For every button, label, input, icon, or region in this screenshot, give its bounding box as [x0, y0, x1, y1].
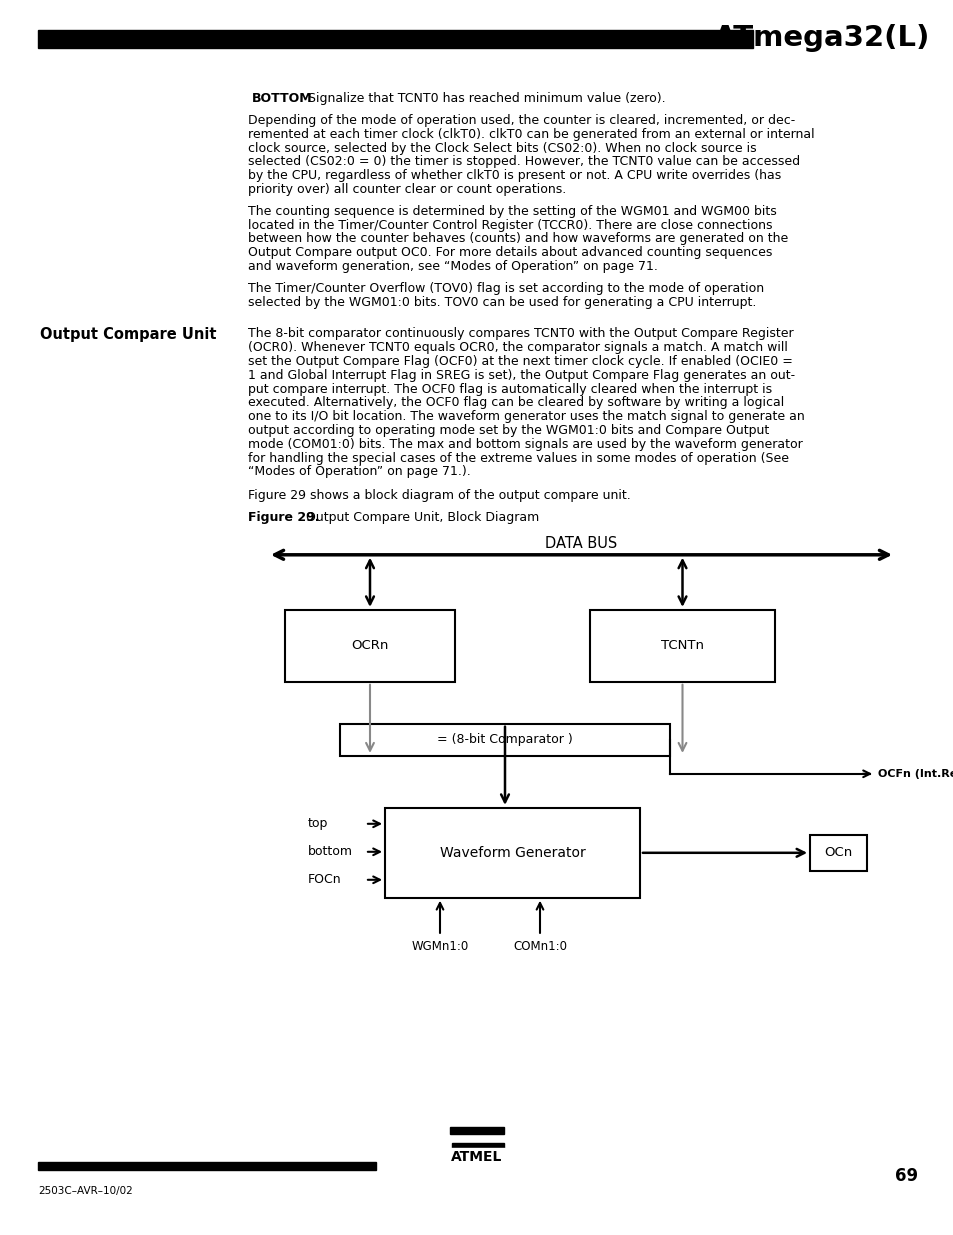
Text: Signalize that TCNT0 has reached minimum value (zero).: Signalize that TCNT0 has reached minimum… — [308, 91, 665, 105]
Text: by the CPU, regardless of whether clkT0 is present or not. A CPU write overrides: by the CPU, regardless of whether clkT0 … — [248, 169, 781, 183]
Bar — [339, 724, 669, 756]
Text: The 8-bit comparator continuously compares TCNT0 with the Output Compare Registe: The 8-bit comparator continuously compar… — [248, 327, 793, 341]
Text: Output Compare Unit, Block Diagram: Output Compare Unit, Block Diagram — [306, 511, 538, 524]
Text: 69: 69 — [894, 1167, 917, 1186]
Bar — [385, 808, 639, 898]
Text: between how the counter behaves (counts) and how waveforms are generated on the: between how the counter behaves (counts)… — [248, 232, 787, 246]
Text: Depending of the mode of operation used, the counter is cleared, incremented, or: Depending of the mode of operation used,… — [248, 114, 795, 127]
Text: top: top — [308, 818, 328, 830]
Text: OCFn (Int.Req.): OCFn (Int.Req.) — [877, 769, 953, 779]
Text: selected (CS02:0 = 0) the timer is stopped. However, the TCNT0 value can be acce: selected (CS02:0 = 0) the timer is stopp… — [248, 156, 800, 168]
Bar — [452, 1144, 503, 1149]
Text: 2503C–AVR–10/02: 2503C–AVR–10/02 — [38, 1186, 132, 1195]
Bar — [38, 1162, 375, 1170]
Text: Figure 29 shows a block diagram of the output compare unit.: Figure 29 shows a block diagram of the o… — [248, 489, 630, 503]
Text: OCRn: OCRn — [351, 640, 388, 652]
Text: set the Output Compare Flag (OCF0) at the next timer clock cycle. If enabled (OC: set the Output Compare Flag (OCF0) at th… — [248, 354, 792, 368]
Text: Output Compare Unit: Output Compare Unit — [40, 327, 216, 342]
Text: one to its I/O bit location. The waveform generator uses the match signal to gen: one to its I/O bit location. The wavefor… — [248, 410, 804, 424]
Text: put compare interrupt. The OCF0 flag is automatically cleared when the interrupt: put compare interrupt. The OCF0 flag is … — [248, 383, 771, 395]
Bar — [38, 30, 752, 48]
Bar — [809, 835, 866, 871]
Text: FOCn: FOCn — [308, 873, 341, 887]
Text: BOTTOM: BOTTOM — [252, 91, 313, 105]
Text: output according to operating mode set by the WGM01:0 bits and Compare Output: output according to operating mode set b… — [248, 424, 768, 437]
Text: DATA BUS: DATA BUS — [545, 536, 617, 551]
Bar — [450, 1158, 503, 1165]
Text: 1 and Global Interrupt Flag in SREG is set), the Output Compare Flag generates a: 1 and Global Interrupt Flag in SREG is s… — [248, 369, 794, 382]
Text: mode (COM01:0) bits. The max and bottom signals are used by the waveform generat: mode (COM01:0) bits. The max and bottom … — [248, 437, 801, 451]
Text: selected by the WGM01:0 bits. TOV0 can be used for generating a CPU interrupt.: selected by the WGM01:0 bits. TOV0 can b… — [248, 295, 756, 309]
Text: executed. Alternatively, the OCF0 flag can be cleared by software by writing a l: executed. Alternatively, the OCF0 flag c… — [248, 396, 783, 409]
Bar — [450, 1128, 503, 1134]
Bar — [589, 610, 774, 682]
Text: TCNTn: TCNTn — [660, 640, 703, 652]
Text: ATmega32(L): ATmega32(L) — [713, 23, 929, 52]
Text: Figure 29.: Figure 29. — [248, 511, 319, 524]
Text: The counting sequence is determined by the setting of the WGM01 and WGM00 bits: The counting sequence is determined by t… — [248, 205, 776, 217]
Text: located in the Timer/Counter Control Register (TCCR0). There are close connectio: located in the Timer/Counter Control Reg… — [248, 219, 772, 232]
Text: The Timer/Counter Overflow (TOV0) flag is set according to the mode of operation: The Timer/Counter Overflow (TOV0) flag i… — [248, 282, 763, 295]
Text: (OCR0). Whenever TCNT0 equals OCR0, the comparator signals a match. A match will: (OCR0). Whenever TCNT0 equals OCR0, the … — [248, 341, 787, 354]
Text: remented at each timer clock (clkT0). clkT0 can be generated from an external or: remented at each timer clock (clkT0). cl… — [248, 127, 814, 141]
Text: ATMEL: ATMEL — [451, 1150, 502, 1165]
Bar — [285, 610, 455, 682]
Text: “Modes of Operation” on page 71.).: “Modes of Operation” on page 71.). — [248, 466, 470, 478]
Text: Output Compare output OC0. For more details about advanced counting sequences: Output Compare output OC0. For more deta… — [248, 246, 772, 259]
Text: and waveform generation, see “Modes of Operation” on page 71.: and waveform generation, see “Modes of O… — [248, 261, 658, 273]
Text: clock source, selected by the Clock Select bits (CS02:0). When no clock source i: clock source, selected by the Clock Sele… — [248, 142, 756, 154]
Text: OCn: OCn — [823, 846, 852, 860]
Text: priority over) all counter clear or count operations.: priority over) all counter clear or coun… — [248, 183, 566, 196]
Text: bottom: bottom — [308, 845, 353, 858]
Text: WGMn1:0: WGMn1:0 — [411, 940, 468, 952]
Text: = (8-bit Comparator ): = (8-bit Comparator ) — [436, 734, 572, 746]
Text: Waveform Generator: Waveform Generator — [439, 846, 585, 860]
Text: for handling the special cases of the extreme values in some modes of operation : for handling the special cases of the ex… — [248, 452, 788, 464]
Text: COMn1:0: COMn1:0 — [513, 940, 566, 952]
